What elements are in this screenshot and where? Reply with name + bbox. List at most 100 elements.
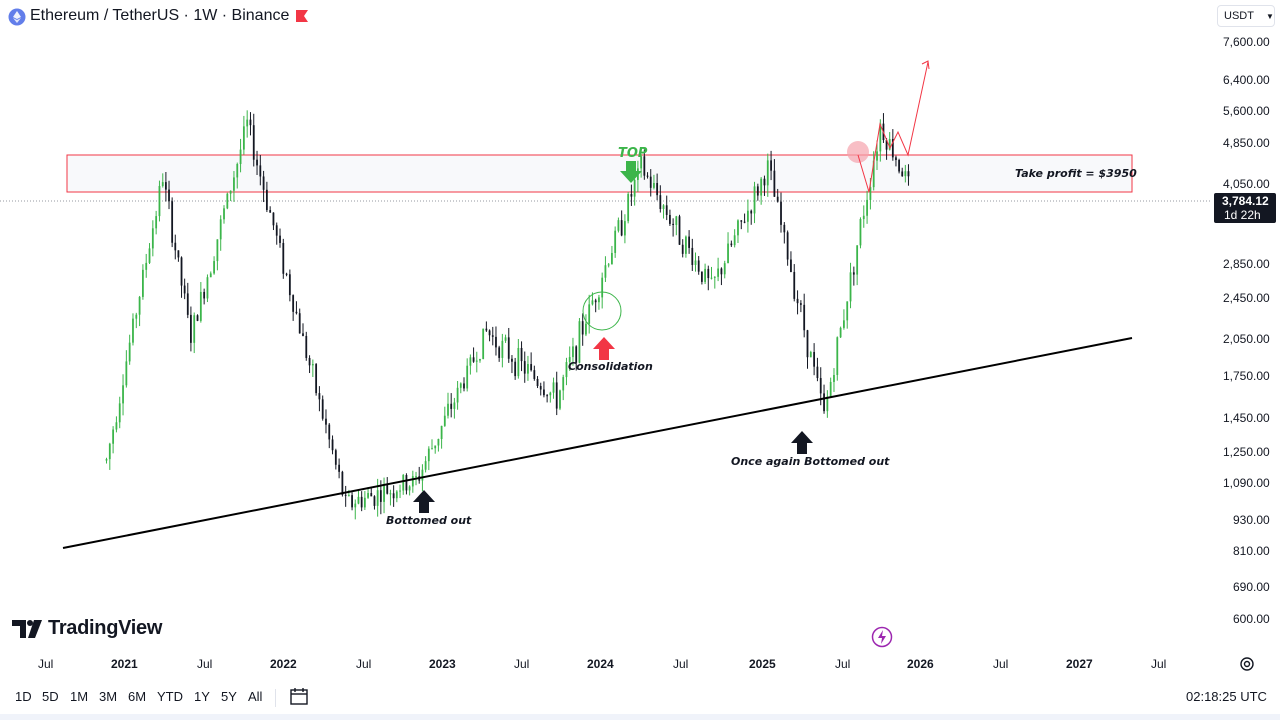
candle-body <box>895 157 897 161</box>
take-profit-zone[interactable] <box>66 154 1133 193</box>
candle-body <box>549 392 552 396</box>
symbol-title[interactable]: Ethereum / TetherUS · 1W · Binance <box>30 7 290 24</box>
flag-icon[interactable] <box>296 10 308 22</box>
candle-body <box>533 370 536 379</box>
candle-body <box>298 313 301 334</box>
candle-body <box>756 186 759 196</box>
candle-body <box>501 340 504 358</box>
candle-body <box>849 272 852 302</box>
candle-body <box>440 425 443 440</box>
candle-body <box>879 123 882 152</box>
candle-body <box>367 493 369 498</box>
candle-body <box>488 330 491 336</box>
candle-body <box>823 393 825 412</box>
projection-path[interactable] <box>857 61 929 193</box>
candle-body <box>142 269 144 297</box>
candle-body <box>308 357 311 366</box>
candle-body <box>118 403 121 423</box>
candle-body <box>799 303 802 305</box>
timeframe-3m-button[interactable]: 3M <box>99 689 118 704</box>
top-label: TOP <box>618 146 648 161</box>
candle-body <box>707 268 710 279</box>
price-tick: 5,600.00 <box>1223 104 1270 118</box>
candle-body <box>282 242 285 274</box>
candle-body <box>656 182 659 196</box>
candle-body <box>411 476 414 487</box>
candle-body <box>672 223 675 225</box>
candle-body <box>733 235 736 246</box>
candle-body <box>318 393 321 400</box>
candle-body <box>678 216 681 245</box>
candle-body <box>226 193 229 209</box>
candle-body <box>872 160 875 188</box>
timeframe-1y-button[interactable]: 1Y <box>194 689 210 704</box>
timeframe-6m-button[interactable]: 6M <box>128 689 147 704</box>
plot-area[interactable] <box>0 0 1210 650</box>
candle-body <box>151 228 154 249</box>
candle-body <box>427 448 430 462</box>
time-tick: 2025 <box>749 657 776 671</box>
time-tick: Jul <box>514 657 529 671</box>
candle-body <box>675 216 678 225</box>
candle-body <box>514 361 517 377</box>
toolbar-divider <box>275 689 276 707</box>
time-tick: 2027 <box>1066 657 1093 671</box>
gear-icon[interactable] <box>1238 655 1256 673</box>
price-tick: 1,450.00 <box>1223 411 1270 425</box>
timeframe-1d-button[interactable]: 1D <box>15 689 32 704</box>
candle-body <box>681 244 684 254</box>
time-tick: Jul <box>356 657 371 671</box>
timeframe-5y-button[interactable]: 5Y <box>221 689 237 704</box>
candle-body <box>816 366 819 379</box>
candle-body <box>443 415 446 426</box>
candle-body <box>766 160 769 186</box>
price-axis[interactable]: 7,600.00 6,400.00 5,600.00 4,850.00 4,05… <box>1214 35 1276 626</box>
candle-body <box>351 495 353 508</box>
price-tick: 2,450.00 <box>1223 291 1270 305</box>
candle-body <box>826 396 829 412</box>
candle-body <box>819 378 822 394</box>
candle-body <box>601 277 604 298</box>
support-trendline[interactable] <box>62 337 1133 549</box>
candle-body <box>783 224 786 233</box>
candle-body <box>598 297 600 303</box>
time-tick: 2021 <box>111 657 138 671</box>
lightning-icon[interactable] <box>871 626 893 648</box>
timeframe-all-button[interactable]: All <box>248 689 263 704</box>
time-tick: Jul <box>197 657 212 671</box>
candle-body <box>347 495 350 497</box>
candle-body <box>370 493 373 497</box>
bar-countdown: 1d 22h <box>1224 208 1261 222</box>
candle-body <box>272 212 275 226</box>
price-tick: 4,850.00 <box>1223 136 1270 150</box>
candle-body <box>475 360 478 362</box>
timeframe-ytd-button[interactable]: YTD <box>157 689 183 704</box>
utc-clock[interactable]: 02:18:25 UTC <box>1186 689 1267 704</box>
time-tick: Jul <box>835 657 850 671</box>
candle-body <box>697 260 700 272</box>
candle-body <box>386 484 389 494</box>
candle-body <box>523 361 526 374</box>
candle-body <box>836 337 839 376</box>
currency-button[interactable]: USDT ▼ <box>1217 5 1275 27</box>
time-axis[interactable]: Jul 2021 Jul 2022 Jul 2023 Jul 2024 Jul … <box>38 657 1166 671</box>
candle-body <box>259 165 262 177</box>
timeframe-1m-button[interactable]: 1M <box>70 689 89 704</box>
candle-body <box>199 291 202 321</box>
currency-label: USDT <box>1224 10 1254 22</box>
timeframe-5d-button[interactable]: 5D <box>42 689 59 704</box>
candle-body <box>331 439 334 451</box>
candle-body <box>193 315 196 343</box>
candle-body <box>379 490 382 502</box>
candle-body <box>279 235 281 243</box>
candle-body <box>710 277 713 279</box>
candle-body <box>456 387 459 403</box>
candle-body <box>177 250 180 258</box>
candle-body <box>559 390 561 409</box>
candle-body <box>607 264 610 266</box>
candle-body <box>730 243 733 246</box>
candle-body <box>145 262 148 270</box>
candle-body <box>196 315 199 321</box>
calendar-icon[interactable] <box>288 687 310 707</box>
